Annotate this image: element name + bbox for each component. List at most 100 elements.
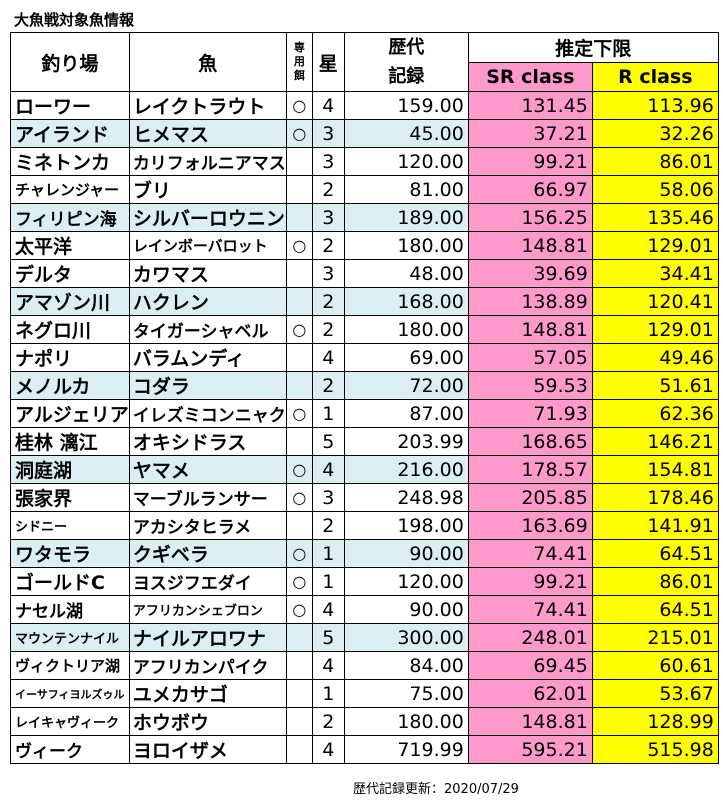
cell-bait xyxy=(285,427,313,456)
header-bait-1: 専 xyxy=(293,41,305,54)
cell-place: シドニー xyxy=(10,511,130,540)
cell-r-class: 154.81 xyxy=(591,455,719,484)
header-record: 歴代 記録 xyxy=(343,32,469,92)
cell-record: 189.00 xyxy=(343,203,469,232)
cell-r-class: 113.96 xyxy=(591,91,719,120)
cell-sr-class: 148.81 xyxy=(467,231,593,260)
cell-sr-class: 163.69 xyxy=(467,511,593,540)
cell-star: 4 xyxy=(311,651,345,680)
cell-record: 216.00 xyxy=(343,455,469,484)
header-record-1: 歴代 xyxy=(388,37,425,58)
cell-star: 3 xyxy=(311,119,345,148)
cell-fish: コダラ xyxy=(128,371,287,400)
cell-r-class: 178.46 xyxy=(591,483,719,512)
header-sr-class: SR class xyxy=(467,62,593,92)
table-row: デルタ カワマス 3 48.00 39.69 34.41 xyxy=(10,259,719,288)
fish-table: 釣り場 魚 専用餌 星 歴代 記録 推定下限 SR class R class ロ… xyxy=(10,32,719,764)
cell-sr-class: 156.25 xyxy=(467,203,593,232)
cell-bait xyxy=(285,259,313,288)
cell-record: 48.00 xyxy=(343,259,469,288)
table-row: 洞庭湖 ヤマメ ○ 4 216.00 178.57 154.81 xyxy=(10,455,719,484)
cell-star: 4 xyxy=(311,455,345,484)
cell-star: 4 xyxy=(311,735,345,764)
cell-bait: ○ xyxy=(285,567,313,596)
table-row: アルジェリア イレズミコンニャク ○ 1 87.00 71.93 62.36 xyxy=(10,399,719,428)
cell-sr-class: 178.57 xyxy=(467,455,593,484)
cell-star: 2 xyxy=(311,231,345,260)
table-row: シドニー アカシタヒラメ 2 198.00 163.69 141.91 xyxy=(10,511,719,540)
table-row: ワタモラ クギベラ ○ 1 90.00 74.41 64.51 xyxy=(10,539,719,568)
cell-place: アマゾン川 xyxy=(10,287,130,316)
cell-place: イーサフィヨルズゥル xyxy=(10,679,130,708)
cell-star: 2 xyxy=(311,707,345,736)
cell-bait: ○ xyxy=(285,399,313,428)
table-row: 張家界 マーブルランサー ○ 3 248.98 205.85 178.46 xyxy=(10,483,719,512)
cell-sr-class: 205.85 xyxy=(467,483,593,512)
cell-star: 1 xyxy=(311,399,345,428)
cell-star: 4 xyxy=(311,343,345,372)
cell-place: ヴィクトリア湖 xyxy=(10,651,130,680)
cell-place: ナセル湖 xyxy=(10,595,130,624)
cell-star: 3 xyxy=(311,259,345,288)
cell-r-class: 64.51 xyxy=(591,595,719,624)
cell-record: 81.00 xyxy=(343,175,469,204)
cell-r-class: 32.26 xyxy=(591,119,719,148)
cell-bait: ○ xyxy=(285,483,313,512)
cell-star: 5 xyxy=(311,427,345,456)
cell-fish: ユメカサゴ xyxy=(128,679,287,708)
cell-place: 洞庭湖 xyxy=(10,455,130,484)
table-row: アイランド ヒメマス ○ 3 45.00 37.21 32.26 xyxy=(10,119,719,148)
cell-place: レイキャヴィーク xyxy=(10,707,130,736)
cell-sr-class: 595.21 xyxy=(467,735,593,764)
cell-sr-class: 248.01 xyxy=(467,623,593,652)
table-row: ナポリ バラムンディ 4 69.00 57.05 49.46 xyxy=(10,343,719,372)
cell-star: 3 xyxy=(311,203,345,232)
cell-fish: カリフォルニアマス xyxy=(128,147,287,176)
cell-star: 2 xyxy=(311,371,345,400)
cell-record: 120.00 xyxy=(343,147,469,176)
cell-sr-class: 148.81 xyxy=(467,707,593,736)
header-bait: 専用餌 xyxy=(285,32,313,92)
cell-place: 桂林 漓江 xyxy=(10,427,130,456)
cell-bait xyxy=(285,147,313,176)
header-limit: 推定下限 xyxy=(467,32,719,63)
cell-sr-class: 131.45 xyxy=(467,91,593,120)
cell-record: 87.00 xyxy=(343,399,469,428)
cell-bait xyxy=(285,343,313,372)
cell-bait: ○ xyxy=(285,595,313,624)
cell-bait xyxy=(285,175,313,204)
cell-place: チャレンジャー xyxy=(10,175,130,204)
cell-place: アルジェリア xyxy=(10,399,130,428)
cell-place: デルタ xyxy=(10,259,130,288)
cell-bait: ○ xyxy=(285,455,313,484)
cell-record: 248.98 xyxy=(343,483,469,512)
cell-fish: アフリカンパイク xyxy=(128,651,287,680)
cell-record: 69.00 xyxy=(343,343,469,372)
cell-record: 719.99 xyxy=(343,735,469,764)
cell-fish: レイクトラウト xyxy=(128,91,287,120)
table-row: ゴールドC ヨスジフエダイ ○ 1 120.00 99.21 86.01 xyxy=(10,567,719,596)
cell-r-class: 51.61 xyxy=(591,371,719,400)
cell-star: 2 xyxy=(311,315,345,344)
cell-sr-class: 74.41 xyxy=(467,595,593,624)
cell-sr-class: 71.93 xyxy=(467,399,593,428)
cell-place: 張家界 xyxy=(10,483,130,512)
cell-bait xyxy=(285,679,313,708)
cell-star: 5 xyxy=(311,623,345,652)
cell-r-class: 129.01 xyxy=(591,315,719,344)
table-row: メノルカ コダラ 2 72.00 59.53 51.61 xyxy=(10,371,719,400)
table-row: ヴィクトリア湖 アフリカンパイク 4 84.00 69.45 60.61 xyxy=(10,651,719,680)
header-bait-3: 餌 xyxy=(293,69,305,82)
cell-record: 75.00 xyxy=(343,679,469,708)
cell-record: 300.00 xyxy=(343,623,469,652)
sheet-title: 大魚戦対象魚情報 xyxy=(14,11,135,29)
cell-fish: ブリ xyxy=(128,175,287,204)
cell-record: 90.00 xyxy=(343,595,469,624)
header-bait-2: 用 xyxy=(293,55,305,68)
cell-star: 2 xyxy=(311,287,345,316)
cell-sr-class: 138.89 xyxy=(467,287,593,316)
header-record-2: 記録 xyxy=(388,66,425,87)
cell-r-class: 129.01 xyxy=(591,231,719,260)
cell-star: 1 xyxy=(311,567,345,596)
cell-sr-class: 66.97 xyxy=(467,175,593,204)
